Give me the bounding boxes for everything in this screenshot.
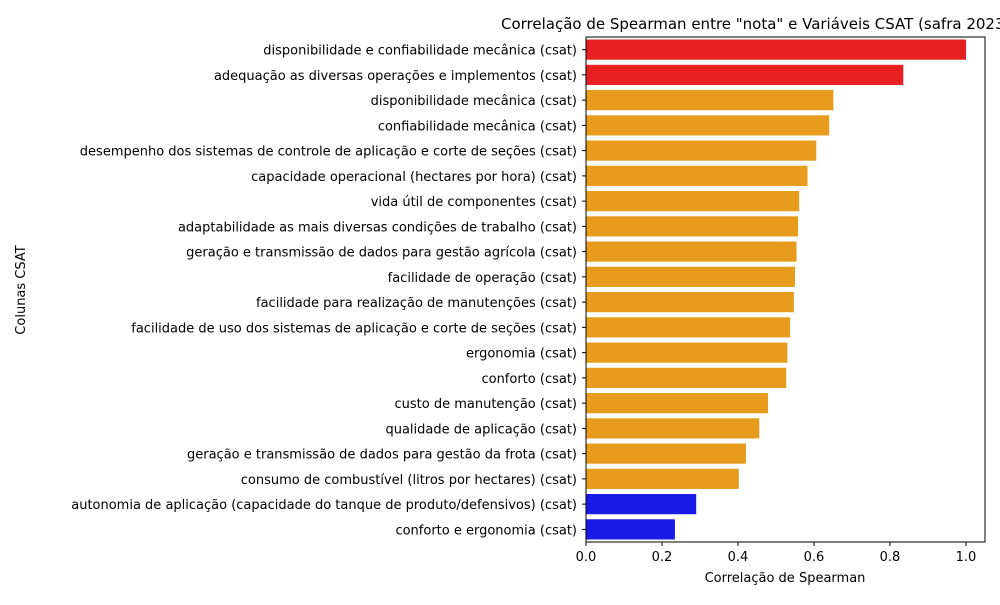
bar-18 bbox=[586, 494, 697, 515]
x-tick-label-2: 0.4 bbox=[728, 550, 749, 565]
bar-4 bbox=[586, 140, 817, 161]
y-tick-label-3: confiabilidade mecânica (csat) bbox=[378, 119, 577, 134]
y-tick-label-18: autonomia de aplicação (capacidade do ta… bbox=[71, 498, 577, 513]
y-tick-label-12: ergonomia (csat) bbox=[466, 347, 577, 362]
x-tick-label-3: 0.6 bbox=[804, 550, 825, 565]
bar-10 bbox=[586, 292, 794, 313]
y-tick-label-14: custo de manutenção (csat) bbox=[395, 397, 578, 412]
y-tick-labels: disponibilidade e confiabilidade mecânic… bbox=[71, 44, 586, 538]
bar-6 bbox=[586, 191, 800, 212]
y-tick-label-2: disponibilidade mecânica (csat) bbox=[371, 94, 577, 109]
bar-13 bbox=[586, 367, 787, 388]
y-tick-label-1: adequação as diversas operações e implem… bbox=[214, 69, 577, 84]
bar-1 bbox=[586, 64, 904, 85]
x-axis-label: Correlação de Spearman bbox=[705, 571, 866, 586]
plot-frame bbox=[585, 36, 986, 543]
x-tick-label-0: 0.0 bbox=[576, 550, 597, 565]
bar-15 bbox=[586, 418, 760, 439]
y-axis-label: Colunas CSAT bbox=[14, 245, 29, 334]
y-tick-label-8: geração e transmissão de dados para gest… bbox=[186, 246, 577, 261]
x-tick-label-5: 1.0 bbox=[956, 550, 977, 565]
y-tick-label-10: facilidade para realização de manutençõe… bbox=[256, 296, 577, 311]
y-tick-label-16: geração e transmissão de dados para gest… bbox=[187, 448, 577, 463]
y-tick-label-11: facilidade de uso dos sistemas de aplica… bbox=[131, 321, 577, 336]
y-tick-label-9: facilidade de operação (csat) bbox=[388, 271, 577, 286]
bar-17 bbox=[586, 468, 739, 489]
x-ticks: 0.0 0.2 0.4 0.6 0.8 1.0 bbox=[576, 542, 977, 565]
x-tick-label-1: 0.2 bbox=[652, 550, 673, 565]
y-tick-label-4: desempenho dos sistemas de controle de a… bbox=[80, 145, 577, 160]
bar-9 bbox=[586, 266, 795, 287]
y-tick-label-7: adaptabilidade as mais diversas condiçõe… bbox=[178, 220, 577, 235]
bar-0 bbox=[586, 39, 966, 60]
bar-2 bbox=[586, 90, 834, 111]
bar-12 bbox=[586, 342, 788, 363]
bar-8 bbox=[586, 241, 797, 262]
bars-group bbox=[586, 39, 966, 540]
bar-11 bbox=[586, 317, 791, 338]
bar-3 bbox=[586, 115, 830, 136]
y-tick-label-13: conforto (csat) bbox=[481, 372, 577, 387]
bar-19 bbox=[586, 519, 675, 540]
y-tick-label-0: disponibilidade e confiabilidade mecânic… bbox=[263, 44, 577, 59]
bar-16 bbox=[586, 443, 746, 464]
bar-5 bbox=[586, 165, 808, 186]
chart-title: Correlação de Spearman entre "nota" e Va… bbox=[501, 15, 1000, 33]
y-tick-label-15: qualidade de aplicação (csat) bbox=[385, 422, 577, 437]
y-tick-label-19: conforto e ergonomia (csat) bbox=[395, 523, 577, 538]
y-tick-label-17: consumo de combustível (litros por hecta… bbox=[241, 473, 577, 488]
y-tick-label-6: vida útil de componentes (csat) bbox=[371, 195, 577, 210]
bar-14 bbox=[586, 393, 769, 414]
y-tick-label-5: capacidade operacional (hectares por hor… bbox=[251, 170, 577, 185]
x-tick-label-4: 0.8 bbox=[880, 550, 901, 565]
bar-7 bbox=[586, 216, 799, 237]
